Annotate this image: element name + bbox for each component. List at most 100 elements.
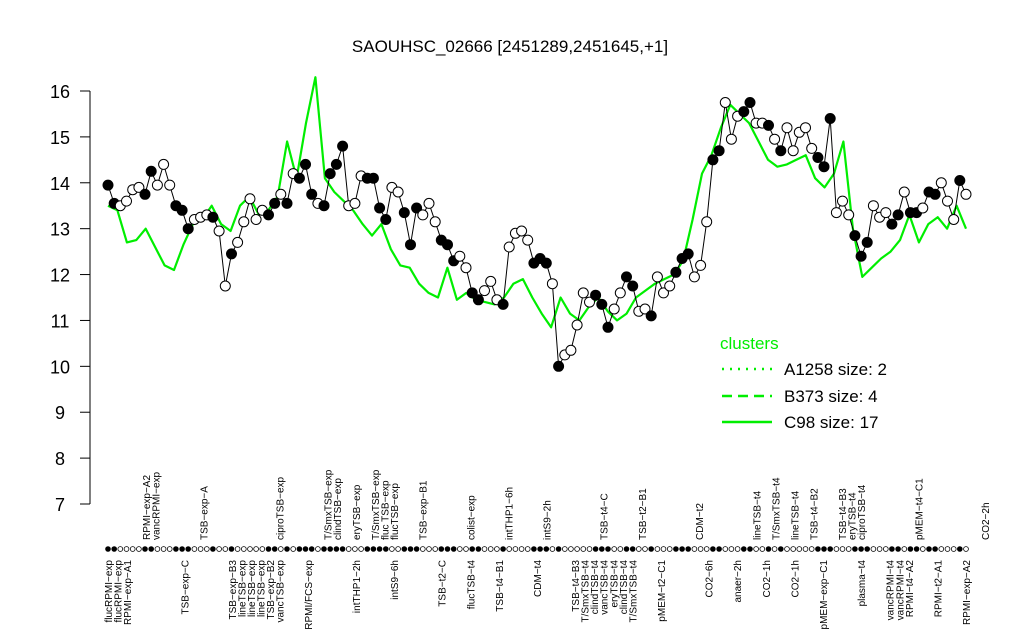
data-point: [898, 186, 910, 198]
x-tick-label-top: ciproTSB−t4: [857, 484, 868, 540]
data-point: [349, 197, 361, 209]
rug-marker: [753, 546, 759, 552]
rug-marker: [352, 546, 358, 552]
x-tick-label-bottom: RPMI/FCS−exp: [304, 560, 315, 630]
data-point: [158, 158, 170, 170]
rug-marker: [308, 546, 315, 552]
data-point: [398, 207, 410, 219]
data-point: [812, 152, 824, 163]
rug-marker: [259, 546, 266, 552]
data-point: [176, 204, 188, 216]
rug-marker: [642, 546, 648, 552]
data-point: [800, 122, 811, 134]
rug-marker: [808, 546, 815, 552]
rug-marker: [364, 546, 371, 552]
data-point: [892, 209, 904, 221]
data-point: [707, 154, 719, 166]
y-tick-label: 10: [50, 357, 70, 377]
data-point: [713, 145, 725, 157]
data-point: [102, 179, 114, 191]
rug-marker: [666, 546, 673, 552]
rug-marker: [123, 546, 130, 552]
x-tick-label-bottom: clindTSB−t4: [619, 560, 630, 615]
x-tick-label-bottom: CO2−1h: [790, 560, 801, 598]
rug-marker: [494, 546, 500, 552]
rug-marker: [179, 546, 185, 552]
rug-marker: [512, 546, 519, 552]
expression-line: [107, 101, 967, 369]
data-point: [818, 161, 830, 173]
y-tick-label: 11: [51, 311, 70, 331]
data-point: [596, 298, 608, 310]
rug-marker: [815, 546, 821, 552]
data-point: [479, 285, 490, 297]
x-tick-label-bottom: RPMI−t2−A1: [933, 560, 944, 618]
x-tick-label-bottom: flucRPMI−exp: [104, 560, 115, 623]
x-tick-label-bottom: flucRPMI−exp: [114, 560, 125, 623]
y-tick-label: 7: [55, 495, 65, 515]
data-point: [485, 275, 497, 287]
rug-marker: [592, 546, 599, 552]
rug-marker: [586, 546, 593, 552]
data-point: [929, 188, 941, 200]
rug-marker: [876, 546, 883, 552]
y-tick-label: 16: [50, 82, 70, 102]
x-tick-label-top: TSB−exp−B1: [419, 480, 430, 540]
data-point: [608, 303, 620, 315]
x-tick-label-top: intTHP1−6h: [504, 487, 515, 540]
rug-marker: [598, 546, 605, 552]
data-point: [460, 262, 472, 274]
data-point: [670, 266, 682, 278]
data-point: [306, 188, 318, 200]
data-point: [627, 280, 639, 292]
data-point: [744, 97, 756, 108]
y-axis: 7 8 9 10 11 12 13 14 15 16: [50, 82, 91, 515]
data-point: [614, 287, 626, 299]
data-point: [182, 223, 194, 235]
rug-marker: [524, 546, 531, 552]
rug-marker: [889, 546, 895, 552]
data-point: [565, 344, 577, 356]
data-point: [695, 259, 707, 271]
data-point: [411, 202, 423, 214]
rug-marker: [333, 546, 340, 552]
rug-marker: [234, 546, 241, 552]
x-tick-label-top: CO2−2h: [981, 502, 992, 540]
rug-marker: [654, 546, 661, 552]
x-tick-label-bottom: anaer−2h: [733, 560, 744, 603]
data-point: [232, 236, 244, 248]
rug-marker: [136, 546, 142, 552]
rug-marker: [950, 546, 957, 552]
rug-marker: [345, 546, 352, 552]
legend-entry-1: A1258 size: 2: [784, 360, 887, 379]
legend: clusters A1258 size: 2 B373 size: 4 C98 …: [720, 334, 887, 432]
x-tick-label-bottom: flucTSB−t4: [466, 560, 477, 610]
rug-marker: [537, 546, 543, 552]
rug-marker: [531, 546, 537, 552]
x-tick-label-bottom: RPMI−exp−A2: [962, 560, 973, 625]
rug-marker: [222, 546, 229, 552]
rug-marker: [469, 546, 476, 552]
x-tick-label-bottom: vancRPMI−t4: [895, 560, 906, 621]
x-tick-label-bottom: eryTSB−t4: [609, 560, 620, 608]
rug-marker: [821, 546, 827, 552]
x-tick-label-bottom: TSB−t2−C: [438, 560, 449, 607]
rug-marker: [321, 546, 327, 552]
rug-marker: [617, 546, 624, 552]
data-point: [263, 209, 274, 221]
rug-marker: [302, 546, 309, 552]
rug-marker: [673, 546, 679, 552]
rug-marker: [481, 546, 488, 552]
rug-marker: [635, 546, 642, 552]
rug-marker: [574, 546, 580, 552]
x-tick-label-bottom: plasma−t4: [857, 560, 868, 607]
x-tick-label-bottom: TSB−exp−B2: [266, 560, 277, 620]
rug-marker: [777, 546, 784, 552]
rug-marker: [271, 546, 278, 552]
data-point: [688, 271, 700, 283]
x-tick-label-bottom: clindTSB−t4: [590, 560, 601, 615]
rug-marker: [129, 546, 136, 552]
rug-marker: [648, 546, 654, 552]
rug-marker: [395, 546, 401, 552]
